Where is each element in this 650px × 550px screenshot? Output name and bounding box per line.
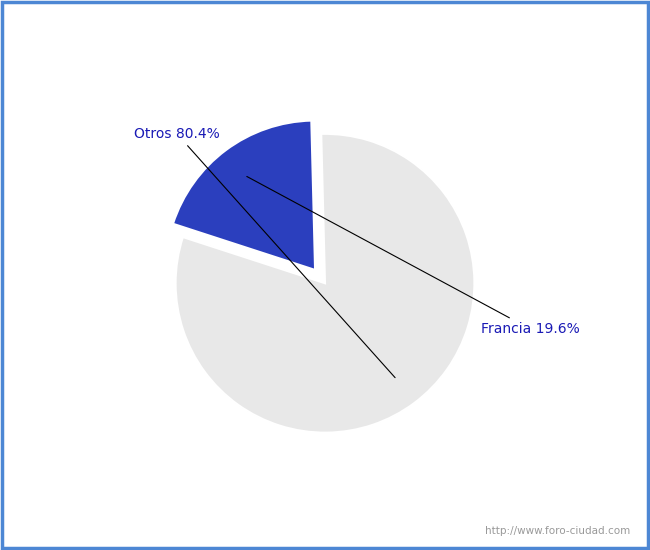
Wedge shape xyxy=(176,134,474,433)
Text: Algatocín - Turistas extranjeros según país - Agosto de 2024: Algatocín - Turistas extranjeros según p… xyxy=(42,14,608,32)
Wedge shape xyxy=(173,120,315,270)
Text: Otros 80.4%: Otros 80.4% xyxy=(134,127,395,378)
Text: Francia 19.6%: Francia 19.6% xyxy=(247,177,579,336)
Text: http://www.foro-ciudad.com: http://www.foro-ciudad.com xyxy=(486,526,630,536)
